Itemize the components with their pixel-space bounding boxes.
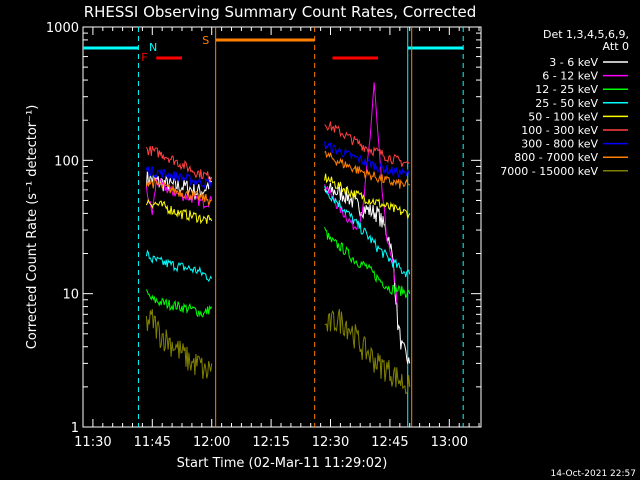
legend-header: Det 1,3,4,5,6,9, [543, 28, 629, 41]
series-line-7000to15000kev [145, 309, 213, 379]
series-line-100to300kev [145, 145, 213, 183]
series-line-25to50kev [145, 249, 213, 282]
series-layer [145, 82, 411, 395]
legend-label: 6 - 12 keV [542, 70, 598, 83]
timestamp: 14-Oct-2021 22:57 [551, 469, 636, 479]
series-line-25to50kev [324, 185, 411, 278]
flag-label-f: F [141, 51, 147, 64]
legend-label: 12 - 25 keV [535, 83, 598, 96]
legend-label: 300 - 800 keV [521, 138, 598, 151]
series-line-6to12kev [324, 82, 399, 307]
flag-label-n: N [149, 41, 157, 54]
legend-label: 800 - 7000 keV [514, 151, 598, 164]
x-axis-label: Start Time (02-Mar-11 11:29:02) [177, 456, 388, 471]
x-tick-label: 11:30 [74, 435, 111, 450]
chart-title: RHESSI Observing Summary Count Rates, Co… [84, 3, 477, 21]
series-line-3to6kev [324, 182, 411, 364]
series-line-50to100kev [324, 173, 411, 219]
plot-frame [82, 26, 482, 428]
y-axis-label: Corrected Count Rate (s⁻¹ detector⁻¹) [25, 105, 40, 350]
legend-label: 3 - 6 keV [549, 56, 598, 69]
legend-header: Att 0 [603, 40, 629, 53]
x-tick-label: 13:00 [431, 435, 468, 450]
y-tick-label: 1000 [46, 21, 79, 36]
series-line-300to800kev [324, 141, 411, 178]
axis-ticks: 11:30 11:45 12:00 12:15 12:30 12:45 13:00 1 10 10… [46, 21, 481, 450]
x-tick-label: 12:45 [371, 435, 408, 450]
x-tick-label: 12:15 [252, 435, 289, 450]
series-line-800to7000kev [324, 150, 411, 189]
flag-label-s: S [202, 34, 209, 47]
observing-markers: FN S [83, 27, 464, 427]
series-line-12to25kev [145, 289, 213, 318]
series-line-50to100kev [145, 198, 213, 225]
y-tick-label: 100 [54, 154, 79, 169]
legend-label: 7000 - 15000 keV [500, 165, 598, 178]
x-tick-label: 12:30 [312, 435, 349, 450]
x-tick-label: 11:45 [134, 435, 171, 450]
legend-label: 100 - 300 keV [521, 124, 598, 137]
series-line-100to300kev [324, 121, 410, 167]
series-line-12to25kev [324, 226, 411, 299]
series-line-300to800kev [145, 166, 213, 190]
x-tick-label: 12:00 [193, 435, 230, 450]
y-tick-label: 1 [71, 421, 79, 436]
y-tick-label: 10 [62, 288, 79, 303]
legend-label: 50 - 100 keV [528, 110, 598, 123]
series-line-7000to15000kev [324, 308, 411, 395]
legend-label: 25 - 50 keV [535, 97, 598, 110]
series-line-800to7000kev [145, 177, 212, 207]
